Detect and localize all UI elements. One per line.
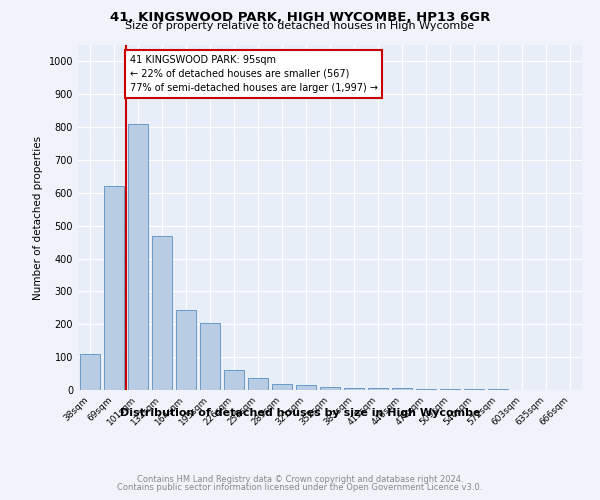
Bar: [128, 124, 148, 390]
Bar: [80, 354, 100, 390]
Bar: [416, 388, 436, 390]
Bar: [272, 384, 292, 390]
Bar: [200, 322, 220, 390]
Text: 41 KINGSWOOD PARK: 95sqm
← 22% of detached houses are smaller (567)
77% of semi-: 41 KINGSWOOD PARK: 95sqm ← 22% of detach…: [130, 55, 377, 93]
Text: Contains public sector information licensed under the Open Government Licence v3: Contains public sector information licen…: [118, 483, 482, 492]
Bar: [320, 386, 340, 390]
Text: Distribution of detached houses by size in High Wycombe: Distribution of detached houses by size …: [120, 408, 480, 418]
Bar: [104, 186, 124, 390]
Bar: [224, 370, 244, 390]
Y-axis label: Number of detached properties: Number of detached properties: [33, 136, 43, 300]
Text: Size of property relative to detached houses in High Wycombe: Size of property relative to detached ho…: [125, 21, 475, 31]
Text: Contains HM Land Registry data © Crown copyright and database right 2024.: Contains HM Land Registry data © Crown c…: [137, 475, 463, 484]
Text: 41, KINGSWOOD PARK, HIGH WYCOMBE, HP13 6GR: 41, KINGSWOOD PARK, HIGH WYCOMBE, HP13 6…: [110, 11, 490, 24]
Bar: [344, 388, 364, 390]
Bar: [392, 388, 412, 390]
Bar: [368, 388, 388, 390]
Bar: [296, 386, 316, 390]
Bar: [248, 378, 268, 390]
Bar: [176, 310, 196, 390]
Bar: [152, 236, 172, 390]
